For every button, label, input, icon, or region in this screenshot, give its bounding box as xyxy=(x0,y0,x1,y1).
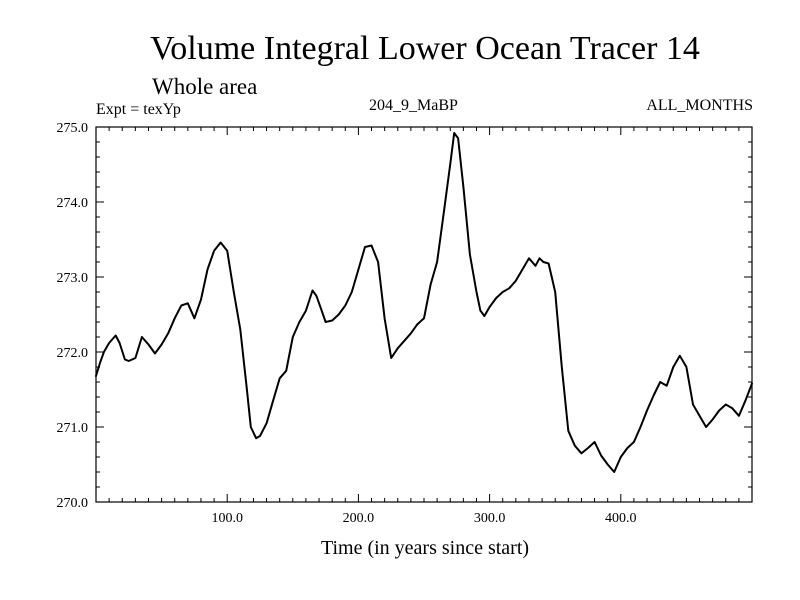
experiment-label: Expt = texYp xyxy=(96,101,181,118)
series-line xyxy=(95,132,753,473)
y-tick-label: 270.0 xyxy=(57,496,89,511)
x-tick-label: 400.0 xyxy=(605,511,637,526)
x-axis-label: Time (in years since start) xyxy=(320,537,530,559)
y-tick-label: 274.0 xyxy=(57,196,89,211)
axis-ticks xyxy=(96,127,752,502)
y-tick-label: 272.0 xyxy=(57,346,89,361)
months-label: ALL_MONTHS xyxy=(646,97,753,114)
y-tick-label: 271.0 xyxy=(57,421,89,436)
y-tick-label: 275.0 xyxy=(57,121,89,136)
x-tick-label: 100.0 xyxy=(211,511,243,526)
y-tick-label: 273.0 xyxy=(57,271,89,286)
tick-labels: 100.0 200.0 300.0 400.0 270.0 271.0 272.0 273.0… xyxy=(57,121,637,526)
chart-title: Volume Integral Lower Ocean Tracer 14 xyxy=(150,30,700,67)
chart-subtitle: Whole area xyxy=(152,74,258,99)
series-layer xyxy=(95,132,753,473)
x-tick-label: 300.0 xyxy=(474,511,506,526)
period-label: 204_9_MaBP xyxy=(369,97,458,114)
plot-frame xyxy=(95,126,753,503)
x-tick-label: 200.0 xyxy=(343,511,375,526)
